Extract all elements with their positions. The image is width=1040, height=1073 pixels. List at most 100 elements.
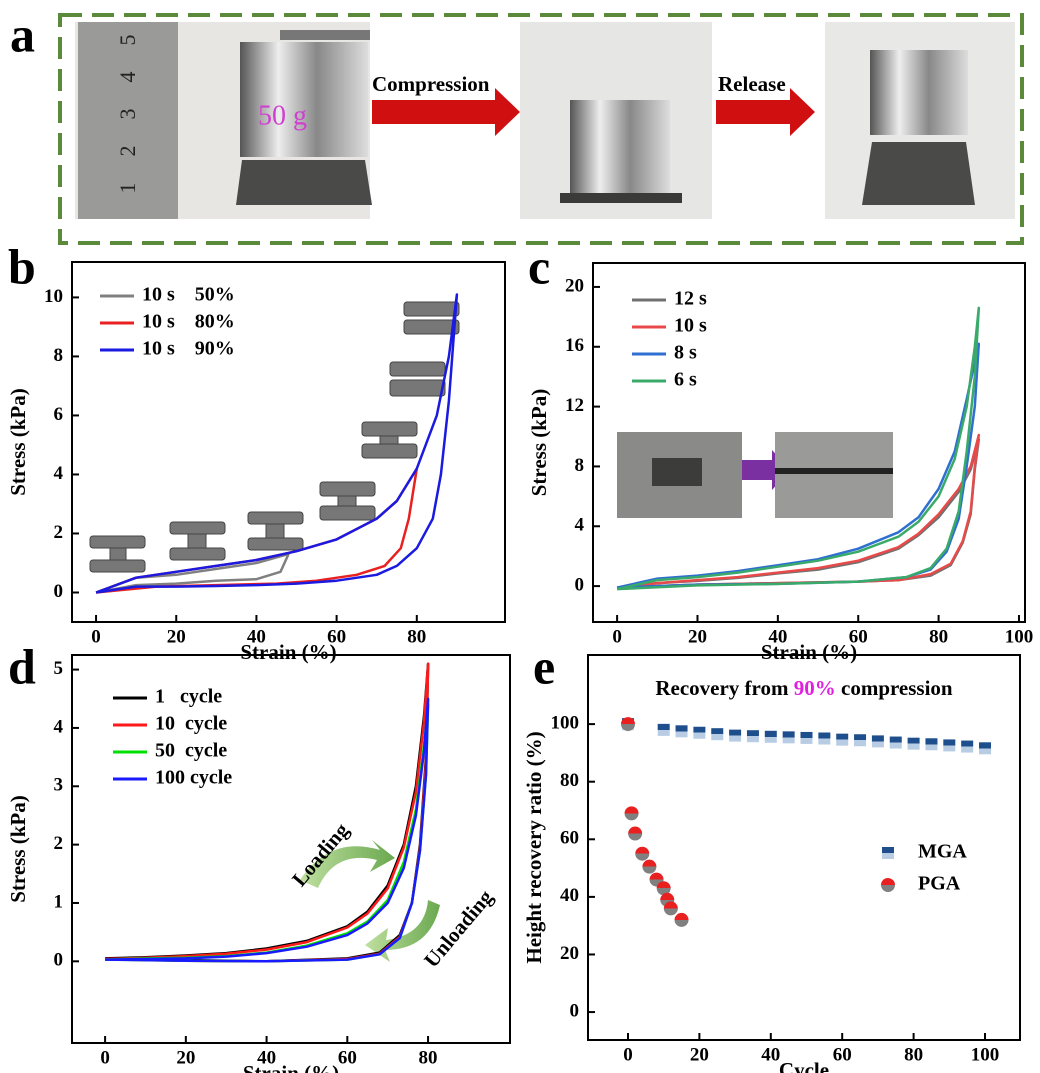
data-point xyxy=(925,738,938,751)
ruler-label: 2 xyxy=(115,146,140,157)
ruler-label: 1 xyxy=(115,183,140,194)
y-tick-label: 20 xyxy=(560,943,579,964)
series-line xyxy=(105,697,430,963)
plot-frame xyxy=(71,654,511,1044)
data-point xyxy=(628,826,643,841)
legend-label: PGA xyxy=(918,873,961,895)
series-line xyxy=(616,306,981,591)
y-axis-title: Stress (kPa) xyxy=(527,389,551,497)
frame xyxy=(58,13,1024,245)
data-point xyxy=(746,730,759,743)
data-point xyxy=(854,734,867,747)
annotation-part: compression xyxy=(836,676,953,700)
y-tick-label: 10 xyxy=(44,286,63,307)
ruler-label: 4 xyxy=(115,72,140,83)
data-point xyxy=(635,846,650,861)
panel-label: c xyxy=(528,238,550,294)
legend-label: 10 cycle xyxy=(155,713,227,735)
legend-label: 10 s 50% xyxy=(142,284,235,306)
series-line xyxy=(105,703,430,963)
aerogel xyxy=(560,193,682,203)
ruler xyxy=(78,22,178,219)
panel-label: e xyxy=(533,638,555,694)
y-tick-label: 0 xyxy=(570,1000,580,1021)
data-point xyxy=(663,901,678,916)
weight xyxy=(240,42,368,157)
data-point xyxy=(961,740,974,753)
legend-label: 10 s 80% xyxy=(142,311,235,333)
data-point xyxy=(871,735,884,748)
annotation: Unloading xyxy=(419,885,498,972)
insets xyxy=(89,301,893,962)
data-point xyxy=(674,912,689,927)
x-tick-label: 100 xyxy=(971,1044,1000,1065)
x-tick-label: 0 xyxy=(612,626,622,647)
x-tick-label: 0 xyxy=(100,1047,110,1068)
x-tick-label: 20 xyxy=(688,626,707,647)
series-line xyxy=(616,433,981,589)
x-tick-label: 80 xyxy=(419,1047,438,1068)
y-tick-label: 0 xyxy=(54,581,64,602)
y-tick-label: 8 xyxy=(575,455,585,476)
step-label: Compression xyxy=(372,72,490,96)
arrow xyxy=(372,88,520,136)
data-point xyxy=(907,737,920,750)
y-tick-label: 100 xyxy=(551,712,580,733)
x-tick-label: 20 xyxy=(690,1044,709,1065)
ruler-label: 5 xyxy=(115,35,140,46)
data-point xyxy=(729,729,742,742)
plot-frame xyxy=(71,261,506,623)
y-axis-title: Stress (kPa) xyxy=(6,795,30,903)
data-point xyxy=(693,726,706,739)
series-line xyxy=(95,552,290,594)
x-tick-label: 40 xyxy=(768,626,787,647)
legend-label: 1 cycle xyxy=(155,686,222,708)
tweezers xyxy=(280,30,370,40)
data-point xyxy=(657,723,670,736)
legend-swatch xyxy=(881,878,895,892)
x-tick-label: 60 xyxy=(833,1044,852,1065)
series-line xyxy=(105,662,430,963)
legend-label: 6 s xyxy=(674,369,697,391)
x-axis-title: Strain (%) xyxy=(243,1061,339,1073)
y-tick-label: 40 xyxy=(560,885,579,906)
weight-label: 50 g xyxy=(258,100,307,131)
panel-label: a xyxy=(10,6,35,62)
legend-swatch xyxy=(882,847,894,859)
y-tick-label: 6 xyxy=(54,404,64,425)
series-line xyxy=(105,662,430,963)
y-tick-label: 4 xyxy=(575,515,585,536)
data-point xyxy=(624,806,639,821)
y-tick-label: 0 xyxy=(54,950,64,971)
legend-label: 12 s xyxy=(674,288,707,310)
x-tick-label: 0 xyxy=(91,626,101,647)
data-point xyxy=(818,732,831,745)
x-tick-label: 40 xyxy=(761,1044,780,1065)
ruler-labels: 1 2 3 4 5 xyxy=(115,35,140,194)
y-tick-label: 4 xyxy=(54,716,64,737)
data-point xyxy=(764,730,777,743)
y-tick-label: 16 xyxy=(565,335,584,356)
data-point xyxy=(943,739,956,752)
data-point xyxy=(800,731,813,744)
x-tick-label: 20 xyxy=(176,1047,195,1068)
y-tick-label: 5 xyxy=(54,658,64,679)
annotation-part: Recovery from xyxy=(655,676,793,700)
x-tick-label: 100 xyxy=(1005,626,1034,647)
aerogel xyxy=(862,142,975,205)
weight xyxy=(870,50,968,135)
y-tick-label: 0 xyxy=(575,574,585,595)
data-point xyxy=(889,736,902,749)
x-tick-label: 60 xyxy=(338,1047,357,1068)
weight xyxy=(570,100,670,195)
x-tick-label: 80 xyxy=(904,1044,923,1065)
y-tick-label: 4 xyxy=(54,463,64,484)
legend-label: 10 s xyxy=(674,315,707,337)
x-tick-label: 20 xyxy=(167,626,186,647)
x-tick-label: 80 xyxy=(929,626,948,647)
y-tick-label: 8 xyxy=(54,345,64,366)
legend-label: 100 cycle xyxy=(155,767,232,789)
x-tick-label: 80 xyxy=(407,626,426,647)
x-axis-title: Strain (%) xyxy=(761,640,857,664)
